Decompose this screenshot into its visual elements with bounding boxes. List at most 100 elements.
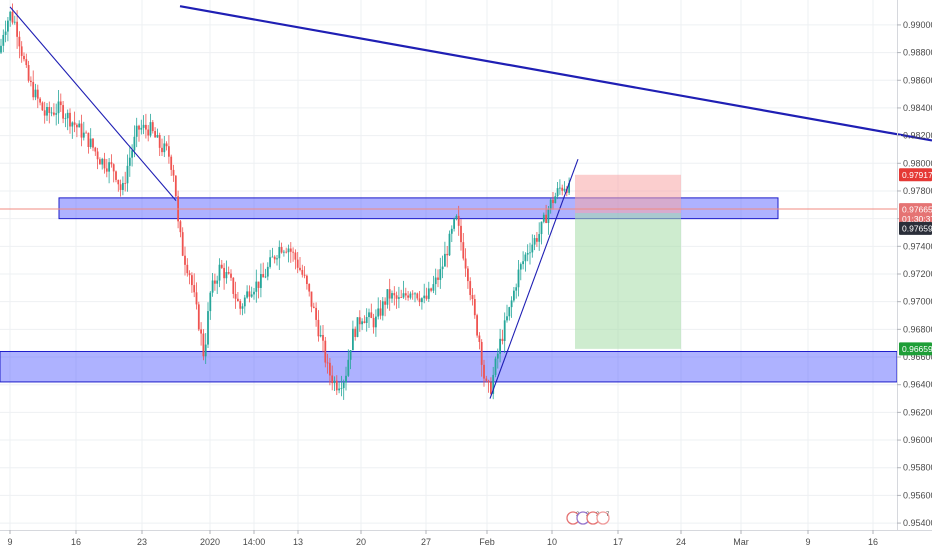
candle-body	[517, 269, 520, 288]
trendlines[interactable]	[9, 5, 932, 399]
candle-body	[117, 179, 120, 185]
candle-body	[232, 277, 235, 294]
candle-body	[197, 304, 200, 330]
candle-body	[55, 113, 58, 115]
long-downtrend-trendline[interactable]	[179, 5, 932, 142]
candle-body	[301, 269, 304, 275]
candle-body	[559, 187, 561, 189]
candle-body	[384, 301, 386, 305]
candle-body	[508, 307, 511, 317]
take-profit-box[interactable]	[575, 213, 681, 349]
candle-body	[115, 171, 117, 180]
time-tick-label: 27	[421, 537, 431, 547]
time-tick-label: Mar	[733, 537, 749, 547]
candle-body	[161, 147, 163, 153]
candle-body	[529, 252, 531, 254]
candle-body	[69, 112, 71, 127]
candle-body	[506, 316, 508, 321]
feb-uptrend-trendline[interactable]	[489, 158, 579, 399]
candle-body	[515, 287, 518, 291]
candle-body	[296, 259, 299, 268]
candle-body	[73, 122, 76, 125]
support-zone[interactable]	[0, 350, 898, 383]
candle-body	[211, 280, 214, 293]
candle-body	[131, 150, 133, 158]
candle-body	[2, 34, 5, 46]
candle-body	[347, 359, 350, 376]
candle-body	[427, 288, 430, 299]
candle-body	[467, 268, 469, 282]
candle-body	[496, 353, 499, 359]
candle-body	[545, 214, 547, 223]
candle-body	[76, 124, 78, 128]
candle-body	[195, 292, 198, 305]
candle-body	[170, 156, 173, 170]
candle-body	[147, 129, 150, 136]
candle-body	[469, 281, 472, 296]
candle-body	[126, 165, 129, 184]
candle-body	[50, 112, 53, 114]
candle-body	[13, 21, 16, 23]
candle-body	[460, 225, 462, 243]
candle-body	[142, 124, 145, 128]
candle-body	[418, 298, 421, 303]
candle-body	[260, 274, 262, 288]
candle-body	[368, 312, 370, 318]
candle-body	[289, 248, 292, 252]
early-downtrend-trendline[interactable]	[9, 6, 177, 202]
candle-body	[16, 21, 18, 37]
time-tick-label: 24	[676, 537, 686, 547]
candle-body	[278, 247, 281, 259]
time-tick-label: 23	[137, 537, 147, 547]
stop-loss-box[interactable]	[575, 174, 681, 214]
time-tick-label: 10	[547, 537, 557, 547]
candle-body	[526, 252, 529, 255]
candle-body	[453, 218, 455, 229]
candle-body	[99, 159, 101, 165]
candle-body	[503, 320, 506, 342]
candle-body	[478, 335, 481, 342]
candle-body	[96, 151, 99, 160]
candle-body	[407, 295, 409, 298]
event-icon[interactable]	[596, 511, 610, 525]
candle-body	[103, 158, 106, 169]
trade-position[interactable]	[575, 174, 681, 349]
candle-body	[430, 288, 432, 291]
candle-body	[85, 132, 87, 134]
candle-body	[324, 340, 327, 363]
candle-body	[140, 127, 143, 130]
candle-body	[319, 334, 322, 337]
candle-body	[554, 196, 557, 204]
time-tick-label: 16	[868, 537, 878, 547]
event-icons[interactable]: 2227	[566, 511, 610, 525]
candle-body	[522, 261, 524, 265]
candle-body	[27, 65, 30, 81]
candle-body	[246, 291, 248, 298]
candle-body	[315, 307, 317, 320]
candle-body	[46, 107, 48, 116]
candle-body	[220, 264, 223, 268]
time-axis[interactable]: 9 16 23 2020 14:00 13 20 27 Feb 10 17 24 Mar 9 16	[7, 530, 878, 547]
candle-body	[243, 297, 246, 307]
candle-body	[437, 277, 439, 280]
price-tag	[899, 221, 932, 235]
price-tag-label: 0.96659	[902, 344, 932, 354]
price-tag-label: 01:30:37	[902, 214, 932, 224]
candle-body	[287, 248, 290, 253]
candle-body	[174, 175, 177, 197]
candle-body	[448, 233, 451, 256]
candle-body	[122, 182, 124, 190]
candle-body	[43, 110, 46, 116]
candle-body	[538, 234, 541, 242]
candle-body	[138, 125, 140, 130]
candle-body	[202, 333, 205, 357]
candle-body	[78, 123, 81, 128]
candle-body	[356, 317, 359, 337]
candle-body	[200, 329, 202, 334]
candle-body	[53, 112, 55, 115]
